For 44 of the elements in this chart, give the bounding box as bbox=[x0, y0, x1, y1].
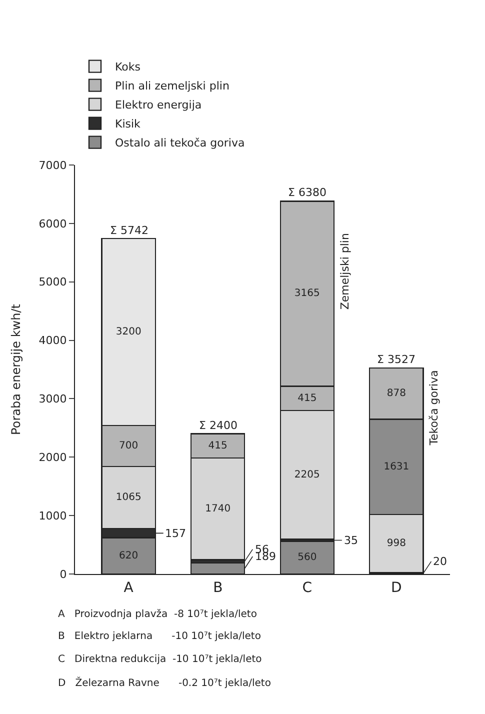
annotation: Tekoča goriva bbox=[427, 370, 440, 446]
x-tick-label: A bbox=[124, 580, 134, 596]
legend-label: Plin ali zemeljski plin bbox=[115, 80, 230, 93]
legend-label: Koks bbox=[115, 60, 141, 74]
y-tick-label: 7000 bbox=[38, 158, 67, 172]
y-tick-label: 3000 bbox=[38, 392, 67, 406]
data-label: 20 bbox=[433, 555, 447, 568]
data-label: 878 bbox=[386, 388, 406, 400]
data-label: 415 bbox=[298, 392, 317, 404]
text: D Železarna Ravne -0.2 10⁷t jekla/leto bbox=[58, 676, 271, 689]
data-label: 3165 bbox=[294, 288, 320, 300]
total-label: Σ 6380 bbox=[288, 186, 326, 199]
y-tick-label: 5000 bbox=[38, 276, 67, 289]
data-label: 1740 bbox=[205, 503, 231, 514]
data-label: 3200 bbox=[116, 326, 142, 338]
legend-label: Ostalo ali tekoča goriva bbox=[115, 136, 245, 150]
y-tick-label: 1000 bbox=[38, 509, 67, 522]
total-label: Σ 2400 bbox=[199, 419, 238, 432]
data-label: 998 bbox=[386, 538, 406, 550]
text: B Elektro jeklarna -10 10⁷t jekla/leto bbox=[58, 631, 261, 642]
y-tick-label: 2000 bbox=[38, 450, 67, 464]
data-label: 35 bbox=[344, 534, 358, 547]
y-axis-title: Poraba energije kwh/t bbox=[9, 304, 24, 435]
y-tick-label: 6000 bbox=[38, 217, 67, 230]
text: A Proizvodnja plavža -8 10⁷t jekla/leto bbox=[58, 609, 257, 620]
y-tick-label: 4000 bbox=[38, 334, 67, 348]
legend-label: Kisik bbox=[115, 118, 142, 131]
data-label: 700 bbox=[119, 440, 138, 452]
total-label: Σ 5742 bbox=[110, 224, 148, 237]
data-label: 157 bbox=[165, 527, 186, 540]
y-tick-label: 0 bbox=[60, 568, 67, 581]
x-tick-label: C bbox=[302, 580, 312, 596]
x-tick-label: B bbox=[213, 580, 223, 596]
data-label: 415 bbox=[208, 440, 228, 452]
legend-label: Elektro energija bbox=[115, 98, 202, 112]
text: C Direktna redukcija -10 10⁷t jekla/leto bbox=[58, 654, 262, 665]
data-label: 620 bbox=[119, 550, 138, 562]
x-tick-label: D bbox=[391, 580, 402, 596]
data-label: 2205 bbox=[294, 469, 320, 480]
data-label: 560 bbox=[298, 552, 317, 564]
data-label: 1631 bbox=[384, 461, 410, 472]
data-label: 1065 bbox=[116, 492, 142, 503]
annotation: Zemeljski plin bbox=[338, 233, 352, 310]
total-label: Σ 3527 bbox=[377, 353, 416, 366]
